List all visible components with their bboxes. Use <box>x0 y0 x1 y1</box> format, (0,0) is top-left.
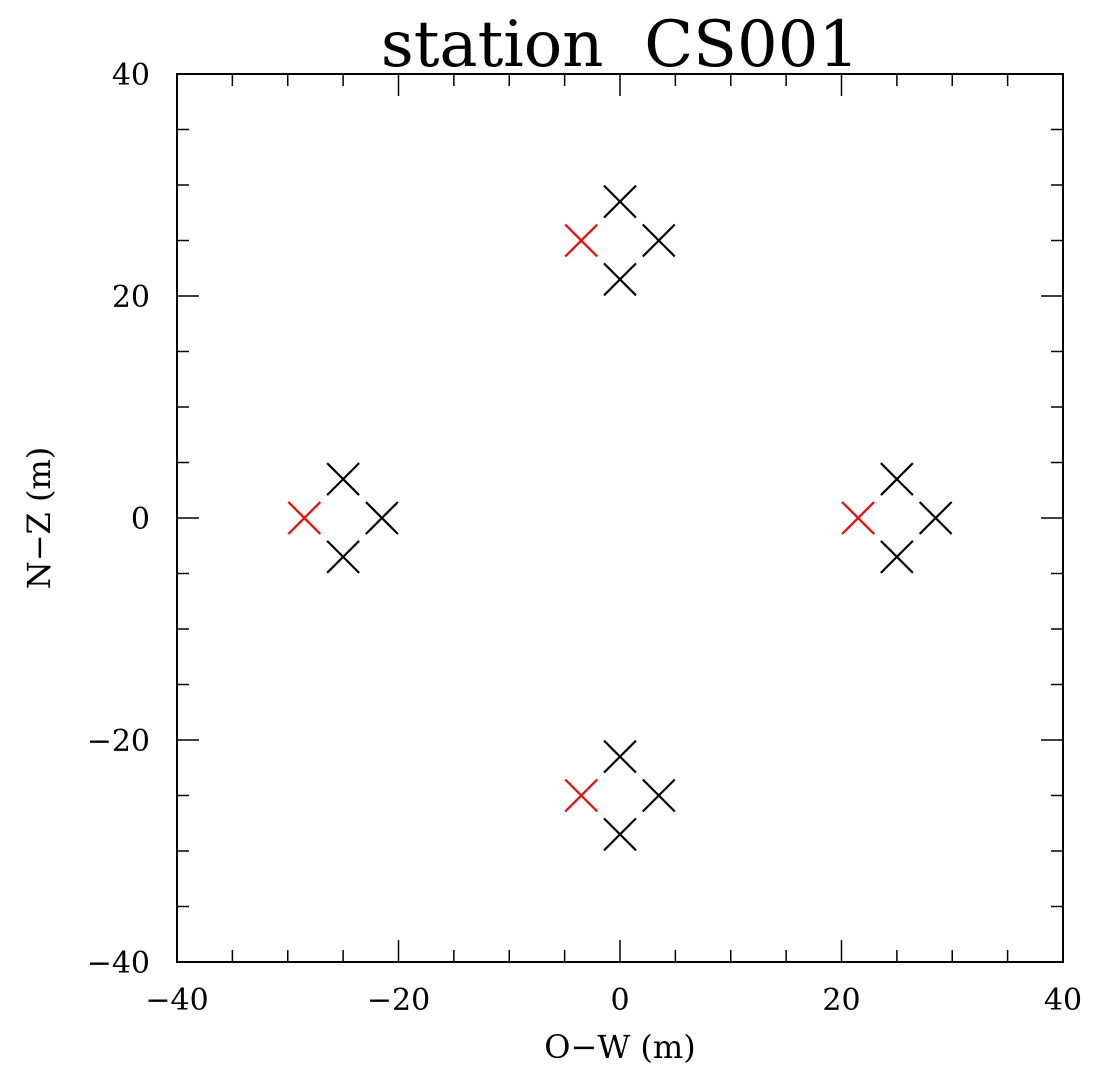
cross-marker <box>326 540 360 574</box>
cross-marker <box>603 184 637 219</box>
y-tick-label: 0 <box>131 502 150 537</box>
cross-marker <box>603 817 637 852</box>
cross-marker <box>880 540 914 574</box>
y-axis-label: N−Z (m) <box>20 447 58 590</box>
cross-marker <box>641 778 676 813</box>
cross-marker <box>365 501 399 535</box>
chart-title: station CS001 <box>381 8 859 82</box>
axis-ticks <box>176 73 1064 963</box>
cross-marker <box>326 462 360 496</box>
x-tick-label: 20 <box>822 983 860 1018</box>
y-tick-label: 40 <box>112 58 150 93</box>
cross-marker <box>603 262 637 297</box>
x-tick-label: 40 <box>1044 983 1082 1018</box>
cross-marker <box>564 223 599 258</box>
cross-marker <box>603 739 637 774</box>
cross-marker <box>841 501 875 535</box>
cross-marker <box>287 501 322 535</box>
y-tick-label: 20 <box>112 280 150 315</box>
cross-marker <box>918 501 953 535</box>
y-tick-label: −40 <box>87 946 150 981</box>
x-tick-label: −20 <box>367 983 430 1018</box>
y-tick-label: −20 <box>87 724 150 759</box>
data-markers <box>287 184 953 852</box>
x-tick-label: −40 <box>145 983 208 1018</box>
cross-marker <box>564 778 599 813</box>
plot-frame <box>176 73 1064 963</box>
cross-marker <box>880 462 914 496</box>
cross-marker <box>641 223 676 258</box>
x-tick-label: 0 <box>610 983 629 1018</box>
x-axis-label: O−W (m) <box>544 1028 695 1066</box>
tick-labels: −40 −20 0 20 40 −40 −20 0 20 40 <box>87 58 1082 1018</box>
